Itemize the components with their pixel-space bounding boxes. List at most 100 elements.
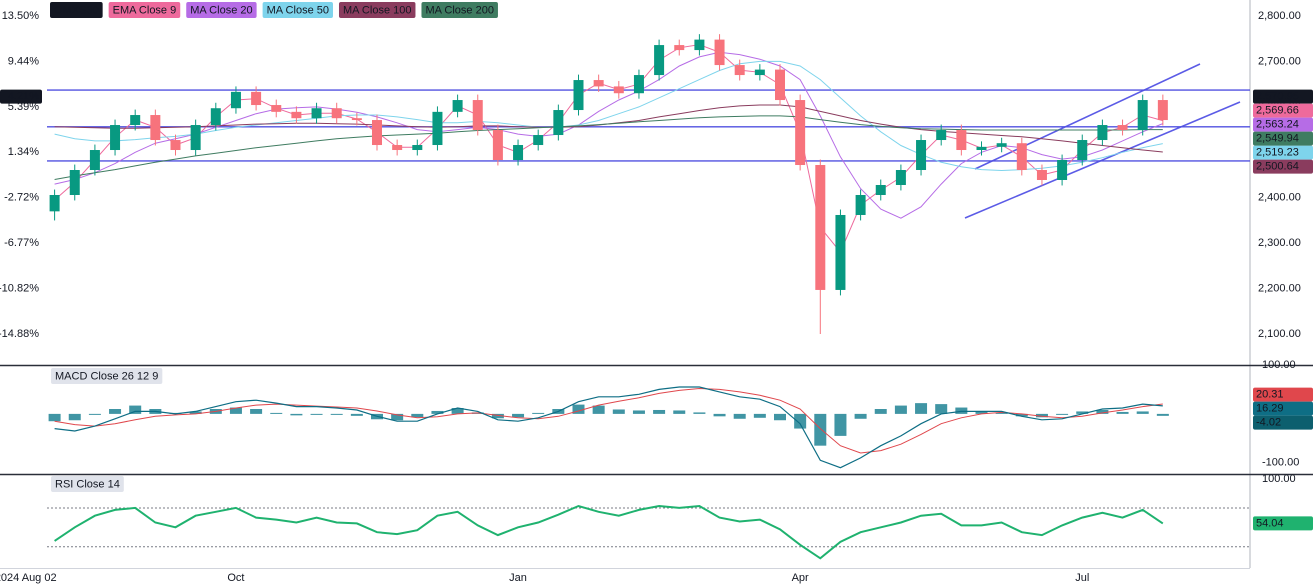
- candle-body: [895, 170, 906, 185]
- histogram-bar: [532, 412, 545, 414]
- legend-box[interactable]: [338, 2, 416, 18]
- candle-body: [694, 39, 705, 51]
- candle-body: [351, 118, 362, 121]
- candle-body: [472, 100, 483, 131]
- histogram-bar: [391, 413, 404, 421]
- candle-body: [714, 39, 725, 66]
- moving-average-line: [54, 115, 1163, 180]
- histogram-bar: [995, 412, 1008, 414]
- histogram-bar: [935, 404, 948, 414]
- moving-average-line: [54, 60, 1163, 172]
- candle-body: [573, 80, 584, 111]
- histogram-bar: [129, 405, 142, 414]
- legend-box[interactable]: [421, 2, 498, 18]
- candle-body: [1157, 100, 1168, 121]
- value-label-box: [1253, 103, 1313, 118]
- candle-body: [251, 91, 262, 106]
- candle-body: [936, 130, 947, 141]
- legend-box[interactable]: [108, 2, 181, 18]
- histogram-bar: [632, 410, 645, 414]
- candle-body: [815, 165, 826, 290]
- value-label-box: [1253, 145, 1313, 160]
- value-label: 2,563.24: [1256, 118, 1299, 130]
- candle-body: [49, 194, 60, 212]
- candle-body: [130, 115, 141, 126]
- histogram-bar: [310, 413, 323, 415]
- candle-body: [1117, 125, 1128, 131]
- candle-body: [754, 69, 765, 76]
- candle-body: [1016, 143, 1027, 171]
- candle-body: [331, 108, 342, 119]
- value-label-box: [0, 89, 42, 104]
- value-label: 20.31: [1256, 388, 1284, 400]
- histogram-bar: [48, 413, 61, 422]
- histogram-bar: [894, 405, 907, 414]
- histogram-bar: [1076, 411, 1089, 414]
- candle-body: [654, 45, 665, 76]
- histogram-bar: [713, 413, 726, 417]
- panel: [47, 34, 1250, 335]
- value-label: 2,569.66: [1256, 104, 1299, 116]
- histogram-bar: [189, 411, 202, 414]
- histogram-bar: [290, 413, 303, 416]
- legend-label[interactable]: OMXS30: [54, 4, 99, 16]
- x-tick-label: 2024 Aug 02: [0, 572, 57, 584]
- candle-body: [311, 108, 322, 119]
- x-tick-label: Jan: [509, 572, 527, 584]
- candle-body: [1057, 160, 1068, 181]
- histogram-bar: [1156, 413, 1169, 416]
- legend-label[interactable]: EMA Close 9: [113, 4, 177, 16]
- histogram-bar: [753, 413, 766, 418]
- value-label-box: [1253, 89, 1313, 104]
- histogram-bar: [834, 413, 847, 436]
- x-tick-label: Apr: [792, 572, 809, 584]
- histogram-bar: [1015, 413, 1028, 417]
- candle-body: [492, 130, 503, 161]
- histogram-bar: [270, 412, 283, 414]
- legend-box[interactable]: [262, 2, 333, 18]
- candle-body: [1077, 140, 1088, 161]
- candle-body: [372, 120, 382, 146]
- candle-body: [593, 80, 604, 87]
- y-tick-label: 100.00: [1262, 473, 1296, 485]
- legend-box[interactable]: [186, 2, 257, 18]
- y-tick-label: 2,700.00: [1258, 55, 1301, 67]
- histogram-bar: [814, 413, 827, 446]
- x-tick-label: Oct: [227, 572, 244, 584]
- histogram-bar: [1056, 413, 1069, 415]
- candle-body: [795, 100, 806, 166]
- candle-body: [533, 135, 544, 146]
- candle-body: [916, 140, 927, 171]
- panel-title-box: [51, 368, 163, 384]
- candle-body: [110, 125, 121, 151]
- candle-body: [89, 150, 100, 171]
- value-label-box: [1253, 117, 1313, 132]
- histogram-bar: [874, 409, 887, 414]
- value-label-box: [1253, 415, 1313, 430]
- panel: [48, 386, 1169, 469]
- histogram-bar: [774, 413, 786, 421]
- candle-body: [412, 145, 423, 151]
- histogram-bar: [572, 404, 585, 414]
- y2-tick-label: 5.39%: [8, 101, 39, 113]
- histogram-bar: [1116, 411, 1129, 414]
- candle-body: [835, 214, 846, 290]
- legend-box[interactable]: [50, 2, 103, 18]
- panel-title-box: [51, 476, 124, 492]
- candle-body: [633, 75, 644, 94]
- candle-body: [170, 140, 181, 151]
- histogram-bar: [431, 410, 444, 414]
- candle-body: [271, 105, 282, 112]
- histogram-bar: [1136, 411, 1149, 414]
- y-tick-label: 2,200.00: [1258, 282, 1301, 294]
- legend-label[interactable]: MA Close 50: [267, 4, 329, 16]
- legend-label[interactable]: MA Close 20: [190, 4, 252, 16]
- value-label: 2,549.94: [1256, 132, 1299, 144]
- candle-body: [513, 145, 524, 161]
- histogram-bar: [88, 413, 101, 415]
- legend-label[interactable]: MA Close 200: [425, 4, 493, 16]
- y-tick-label: 2,400.00: [1258, 192, 1301, 204]
- legend-label[interactable]: MA Close 100: [343, 4, 411, 16]
